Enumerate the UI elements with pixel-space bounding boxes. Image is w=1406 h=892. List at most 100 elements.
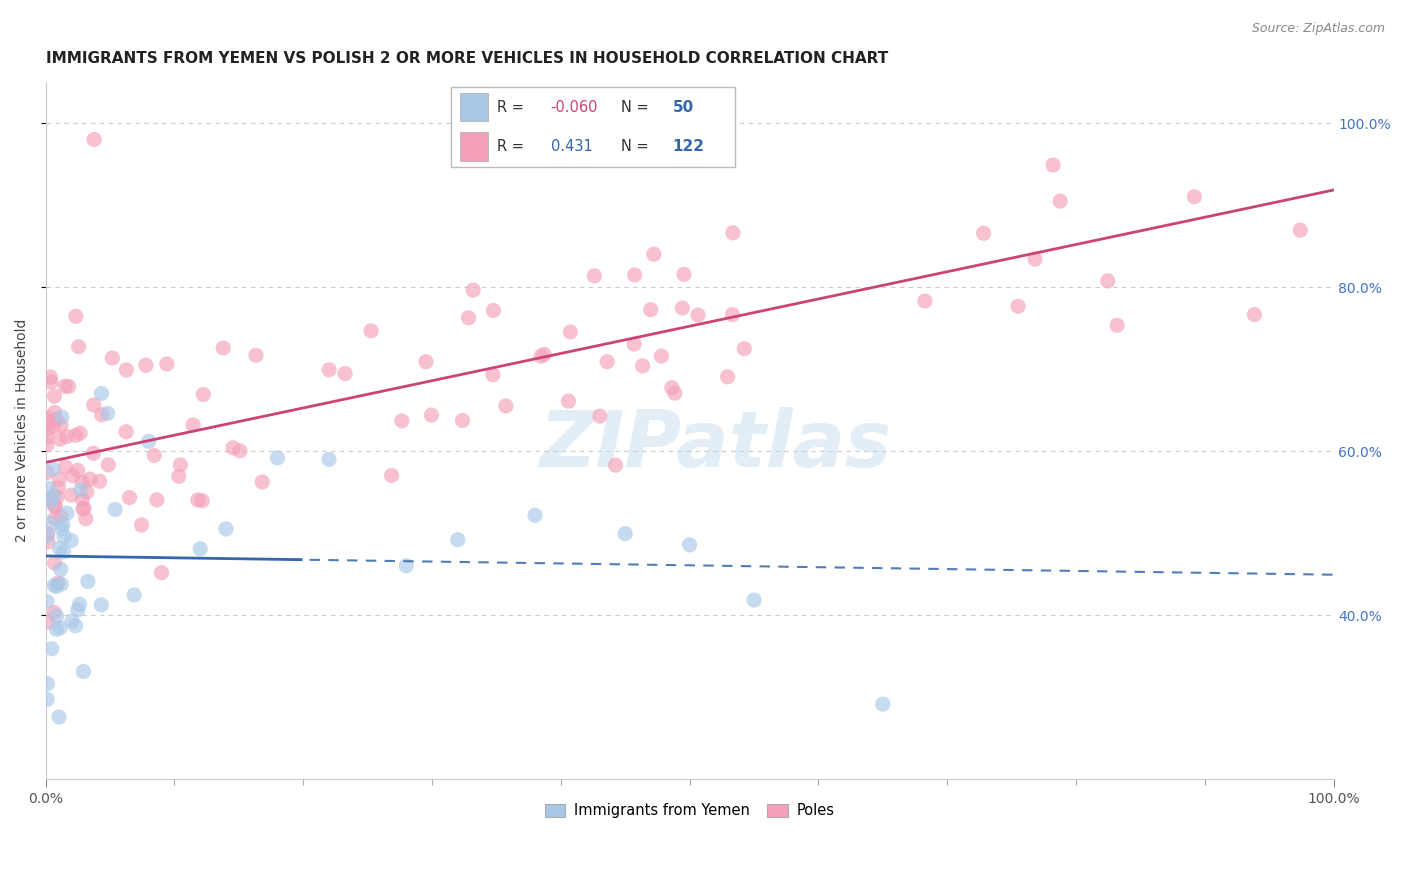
Point <box>37 692 59 706</box>
Point <box>333 367 356 381</box>
Point <box>115 425 138 439</box>
Point <box>1097 274 1119 288</box>
Point <box>37 526 59 541</box>
Point <box>671 301 693 315</box>
Point <box>52 545 75 559</box>
Point <box>89 474 111 488</box>
Point <box>557 394 579 409</box>
Point <box>82 446 104 460</box>
Point <box>266 450 288 465</box>
Point <box>115 363 138 377</box>
Point <box>245 348 267 362</box>
Legend: Immigrants from Yemen, Poles: Immigrants from Yemen, Poles <box>538 797 841 824</box>
Point <box>661 381 683 395</box>
Point <box>69 483 91 497</box>
Point <box>1107 318 1129 333</box>
Point <box>101 351 124 365</box>
Point <box>391 414 413 428</box>
Point <box>90 598 112 612</box>
Point <box>44 405 66 419</box>
Point <box>193 387 215 401</box>
Point <box>463 283 485 297</box>
Point <box>742 593 765 607</box>
Point <box>35 410 58 425</box>
Point <box>38 491 60 505</box>
Point <box>1182 189 1205 203</box>
Point <box>624 100 647 114</box>
Point <box>229 443 252 458</box>
Point <box>415 354 437 368</box>
Point <box>495 399 517 413</box>
Point <box>533 347 555 361</box>
Point <box>716 369 738 384</box>
Point <box>97 458 120 472</box>
Point <box>55 459 77 474</box>
Point <box>42 462 65 476</box>
Point <box>76 574 98 589</box>
Point <box>46 490 69 504</box>
Point <box>44 556 66 570</box>
Point <box>56 506 79 520</box>
Point <box>914 293 936 308</box>
Point <box>48 472 70 486</box>
Point <box>1049 194 1071 208</box>
Point <box>420 408 443 422</box>
Point <box>66 603 89 617</box>
Point <box>45 412 67 426</box>
Point <box>73 500 96 515</box>
Point <box>39 370 62 384</box>
Point <box>39 495 62 509</box>
Point <box>138 434 160 449</box>
Point <box>72 475 94 490</box>
Point <box>643 247 665 261</box>
Point <box>37 615 59 629</box>
Point <box>79 472 101 486</box>
Point <box>482 368 505 382</box>
Point <box>872 697 894 711</box>
Point <box>482 303 505 318</box>
Point <box>678 538 700 552</box>
Point <box>215 522 238 536</box>
Point <box>1024 252 1046 266</box>
Point <box>37 529 59 543</box>
Point <box>60 488 83 502</box>
Point <box>583 268 606 283</box>
Point <box>623 268 645 282</box>
Point <box>42 419 65 434</box>
Text: IMMIGRANTS FROM YEMEN VS POLISH 2 OR MORE VEHICLES IN HOUSEHOLD CORRELATION CHAR: IMMIGRANTS FROM YEMEN VS POLISH 2 OR MOR… <box>45 51 889 66</box>
Point <box>530 349 553 363</box>
Point <box>212 341 235 355</box>
Point <box>721 308 744 322</box>
Point <box>1042 158 1064 172</box>
Point <box>83 132 105 146</box>
Point <box>38 481 60 495</box>
Point <box>721 226 744 240</box>
Point <box>66 463 89 477</box>
Point <box>150 566 173 580</box>
Point <box>35 594 58 608</box>
Point <box>45 623 67 637</box>
Point <box>973 226 995 240</box>
Point <box>45 579 67 593</box>
Point <box>181 417 204 432</box>
Point <box>1243 308 1265 322</box>
Point <box>37 422 59 436</box>
Point <box>37 676 59 690</box>
Point <box>187 493 209 508</box>
Point <box>51 577 73 591</box>
Point <box>191 493 214 508</box>
Text: Source: ZipAtlas.com: Source: ZipAtlas.com <box>1251 22 1385 36</box>
Point <box>72 492 94 507</box>
Point <box>83 398 105 412</box>
Point <box>457 310 479 325</box>
Point <box>640 302 662 317</box>
Point <box>560 325 582 339</box>
Text: ZIPatlas: ZIPatlas <box>540 407 891 483</box>
Point <box>51 522 73 536</box>
Point <box>46 576 69 591</box>
Point <box>44 578 66 592</box>
Point <box>35 430 58 444</box>
Point <box>662 148 685 162</box>
Point <box>44 499 66 513</box>
Point <box>135 358 157 372</box>
